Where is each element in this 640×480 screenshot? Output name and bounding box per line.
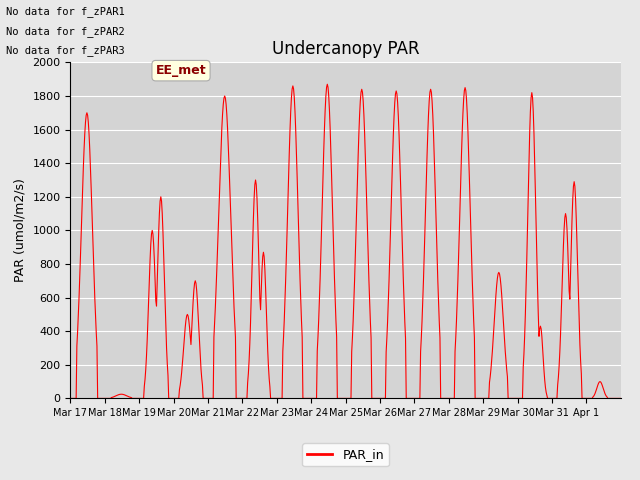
- Title: Undercanopy PAR: Undercanopy PAR: [272, 40, 419, 58]
- Text: No data for f_zPAR3: No data for f_zPAR3: [6, 45, 125, 56]
- Text: No data for f_zPAR2: No data for f_zPAR2: [6, 25, 125, 36]
- Legend: PAR_in: PAR_in: [302, 443, 389, 466]
- Text: No data for f_zPAR1: No data for f_zPAR1: [6, 6, 125, 17]
- Text: EE_met: EE_met: [156, 64, 206, 77]
- Y-axis label: PAR (umol/m2/s): PAR (umol/m2/s): [14, 179, 27, 282]
